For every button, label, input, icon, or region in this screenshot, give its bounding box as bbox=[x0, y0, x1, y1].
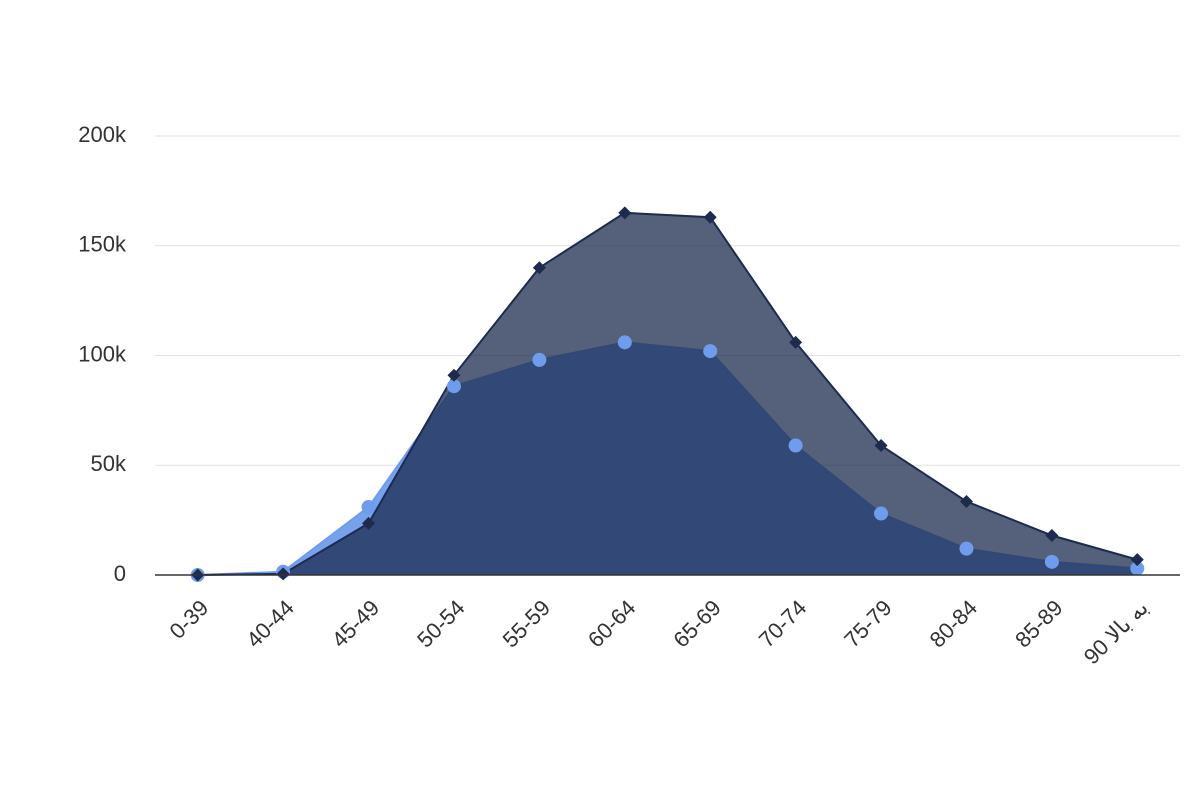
diamond-marker bbox=[959, 494, 973, 508]
circle-marker bbox=[703, 344, 718, 359]
diamond-marker bbox=[362, 516, 376, 530]
circle-marker bbox=[1044, 554, 1059, 569]
diamond-marker bbox=[703, 210, 717, 224]
circle-marker bbox=[874, 506, 889, 521]
y-tick-label: 50k bbox=[91, 451, 127, 476]
area bbox=[197, 212, 1138, 575]
diamond-marker bbox=[618, 206, 632, 220]
diamond-marker bbox=[789, 335, 803, 349]
diamond-marker bbox=[447, 368, 461, 382]
diamond-marker bbox=[1130, 553, 1144, 567]
circle-marker bbox=[532, 352, 547, 367]
circle-marker bbox=[959, 541, 974, 556]
circle-marker bbox=[788, 438, 803, 453]
x-tick-label: 55-59 bbox=[498, 595, 555, 652]
diamond-marker bbox=[874, 438, 888, 452]
x-tick-label: 65-69 bbox=[668, 595, 725, 652]
x-tick-label: 0-39 bbox=[165, 595, 214, 644]
line bbox=[197, 211, 1138, 576]
y-tick-label: 100k bbox=[78, 341, 127, 366]
diamond-marker bbox=[276, 567, 290, 581]
circle-marker bbox=[361, 499, 376, 514]
diamond-marker bbox=[532, 261, 546, 275]
circle-marker bbox=[446, 379, 461, 394]
y-tick-label: 0 bbox=[114, 561, 126, 586]
y-tick-label: 150k bbox=[78, 232, 127, 257]
diamond-marker bbox=[1045, 528, 1059, 542]
circle-marker bbox=[617, 335, 632, 350]
circle-marker bbox=[1130, 561, 1145, 576]
x-tick-label: 90 به بالا bbox=[1079, 595, 1153, 669]
x-tick-label: 80-84 bbox=[925, 595, 982, 652]
y-tick-label: 200k bbox=[78, 122, 127, 147]
x-tick-label: 75-79 bbox=[839, 595, 896, 652]
x-tick-label: 50-54 bbox=[412, 595, 469, 652]
x-tick-label: 85-89 bbox=[1010, 595, 1067, 652]
x-tick-label: 60-64 bbox=[583, 595, 640, 652]
x-tick-label: 70-74 bbox=[754, 595, 811, 652]
x-tick-label: 40-44 bbox=[241, 595, 298, 652]
x-tick-label: 45-49 bbox=[327, 595, 384, 652]
